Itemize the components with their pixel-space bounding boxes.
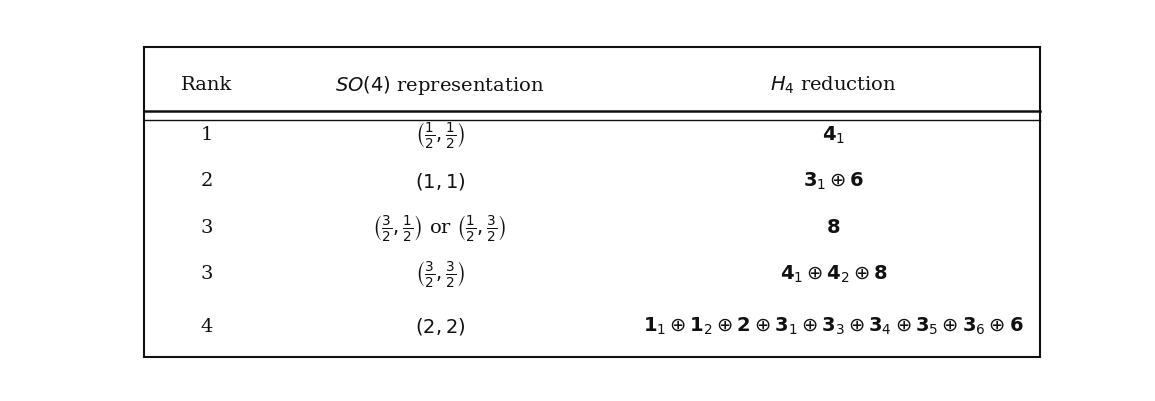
Text: $\left(\frac{1}{2}, \frac{1}{2}\right)$: $\left(\frac{1}{2}, \frac{1}{2}\right)$	[415, 119, 464, 150]
Text: $\left(\frac{3}{2}, \frac{1}{2}\right)$ or $\left(\frac{1}{2}, \frac{3}{2}\right: $\left(\frac{3}{2}, \frac{1}{2}\right)$ …	[372, 212, 507, 242]
Text: $\mathbf{4}_1 \oplus \mathbf{4}_2 \oplus \mathbf{8}$: $\mathbf{4}_1 \oplus \mathbf{4}_2 \oplus…	[780, 263, 888, 284]
Text: $\left(\frac{3}{2}, \frac{3}{2}\right)$: $\left(\frac{3}{2}, \frac{3}{2}\right)$	[415, 259, 464, 288]
Text: $\mathbf{3}_1 \oplus \mathbf{6}$: $\mathbf{3}_1 \oplus \mathbf{6}$	[803, 170, 864, 192]
Text: $H_4$ reduction: $H_4$ reduction	[770, 75, 897, 96]
Text: 1: 1	[201, 126, 214, 144]
Text: 3: 3	[201, 218, 214, 236]
Text: $\mathbf{8}$: $\mathbf{8}$	[827, 218, 841, 236]
Text: 3: 3	[201, 265, 214, 282]
Text: $\mathit{SO}(4)$ representation: $\mathit{SO}(4)$ representation	[335, 74, 544, 97]
Text: $\mathbf{4}_1$: $\mathbf{4}_1$	[822, 124, 845, 145]
Text: $(2, 2)$: $(2, 2)$	[415, 316, 465, 336]
Text: 2: 2	[201, 172, 214, 190]
Text: $\mathbf{1}_1 \oplus \mathbf{1}_2 \oplus \mathbf{2} \oplus \mathbf{3}_1 \oplus \: $\mathbf{1}_1 \oplus \mathbf{1}_2 \oplus…	[643, 316, 1024, 336]
Text: $(1, 1)$: $(1, 1)$	[415, 170, 465, 191]
Text: Rank: Rank	[181, 76, 232, 94]
Text: 4: 4	[201, 317, 214, 335]
